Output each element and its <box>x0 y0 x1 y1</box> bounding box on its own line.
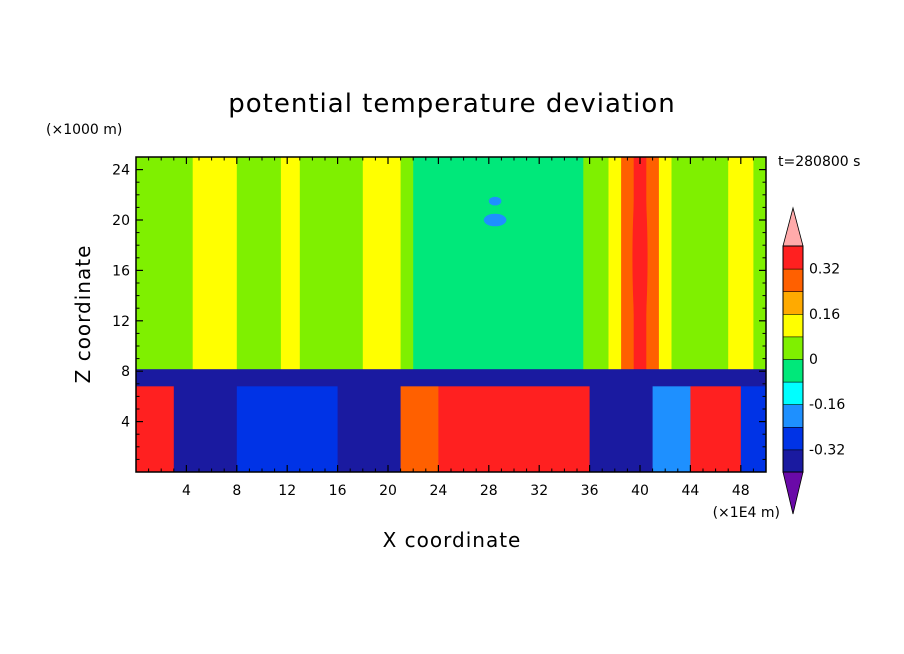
x-tick-label: 20 <box>379 483 397 499</box>
contour-region-upper <box>413 157 584 372</box>
colorbar-bin <box>782 381 804 406</box>
x-unit-label: (×1E4 m) <box>713 505 780 521</box>
x-tick-label: 48 <box>732 483 750 499</box>
contour-region-upper <box>583 157 609 372</box>
colorbar-label: -0.16 <box>809 397 845 413</box>
x-tick-label: 16 <box>329 483 347 499</box>
y-tick-label: 16 <box>112 263 130 279</box>
colorbar-frame <box>782 245 804 473</box>
y-unit-label: (×1000 m) <box>46 122 122 138</box>
colorbar-label: -0.32 <box>809 442 845 458</box>
colorbar: 0.32 0.16 0 -0.16 -0.32 <box>782 206 845 515</box>
colorbar-top-arrow <box>782 206 804 247</box>
contour-region-lower <box>652 371 691 472</box>
x-tick-label: 44 <box>681 483 699 499</box>
x-tick-label: 12 <box>278 483 296 499</box>
colorbar-label: 0 <box>809 352 818 368</box>
boundary-band <box>136 369 766 387</box>
colorbar-label: 0.32 <box>809 262 840 278</box>
colorbar-label: 0.16 <box>809 307 840 323</box>
contour-region-lower <box>236 371 339 472</box>
contour-region-upper <box>362 157 402 372</box>
contour-region-lower <box>589 371 654 472</box>
contour-region-upper <box>728 157 754 372</box>
x-axis-title: X coordinate <box>383 528 522 552</box>
contour-region-upper <box>646 157 660 372</box>
y-tick-label: 12 <box>112 314 130 330</box>
colorbar-bin <box>782 449 804 473</box>
contour-region-upper <box>400 157 414 372</box>
contour-region-upper <box>299 157 364 372</box>
contour-region-lower <box>337 371 402 472</box>
contour-region-upper <box>671 157 729 372</box>
x-tick-label: 32 <box>530 483 548 499</box>
chart-title: potential temperature deviation <box>228 89 675 119</box>
x-tick-label: 8 <box>232 483 241 499</box>
x-tick-label: 40 <box>631 483 649 499</box>
contour-region-upper <box>280 157 301 372</box>
contour-region-upper <box>753 157 767 372</box>
contour-blob <box>632 163 648 353</box>
contour-blob <box>483 213 507 227</box>
y-tick-label: 24 <box>112 163 130 179</box>
colorbar-bin <box>782 268 804 293</box>
y-tick-label: 8 <box>121 364 130 380</box>
contour-region-upper <box>192 157 238 372</box>
y-axis-title: Z coordinate <box>71 245 95 384</box>
contour-region-lower <box>400 371 439 472</box>
x-tick-label: 28 <box>480 483 498 499</box>
contour-region-lower <box>690 371 742 472</box>
colorbar-bin <box>782 245 804 270</box>
colorbar-bin <box>782 336 804 360</box>
colorbar-bin <box>782 358 804 383</box>
colorbar-bin <box>782 403 804 428</box>
time-label: t=280800 s <box>778 154 860 170</box>
contour-region-upper <box>608 157 622 372</box>
contour-region-upper <box>658 157 672 372</box>
colorbar-bin <box>782 426 804 451</box>
contour-region-upper <box>136 157 194 372</box>
x-tick-label: 4 <box>182 483 191 499</box>
contour-region-lower <box>438 371 591 472</box>
contour-blob <box>488 196 502 206</box>
plot-area <box>136 157 767 472</box>
y-tick-label: 4 <box>121 415 130 431</box>
colorbar-bottom-arrow <box>782 471 804 515</box>
contour-region-upper <box>621 157 635 372</box>
x-tick-label: 36 <box>581 483 599 499</box>
x-tick-label: 24 <box>429 483 447 499</box>
colorbar-bin <box>782 290 804 315</box>
colorbar-bin <box>782 313 804 338</box>
contour-region-lower <box>173 371 238 472</box>
contour-region-upper <box>236 157 282 372</box>
y-tick-label: 20 <box>112 213 130 229</box>
